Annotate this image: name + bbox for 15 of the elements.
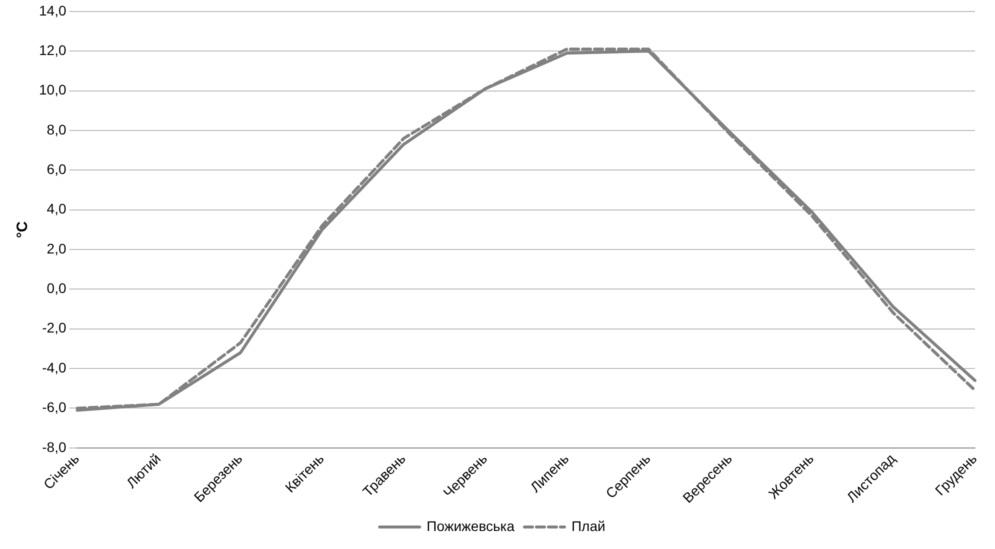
y-tick-label: -6,0 xyxy=(42,399,66,416)
y-tick-label: 4,0 xyxy=(46,200,66,217)
y-tick-label: -2,0 xyxy=(42,320,66,336)
y-tick-label: 0,0 xyxy=(46,280,66,296)
y-tick-label: 10,0 xyxy=(39,82,66,98)
y-tick-label: 2,0 xyxy=(46,240,66,256)
y-tick-label: -4,0 xyxy=(42,359,66,376)
y-tick-label: 6,0 xyxy=(46,160,66,177)
legend-label: Плай xyxy=(571,518,606,534)
y-tick-label: 14,0 xyxy=(39,2,66,18)
legend-label: Пожижевська xyxy=(426,518,515,534)
y-tick-label: -8,0 xyxy=(42,438,66,455)
y-tick-label: 8,0 xyxy=(46,121,66,138)
y-axis-title: °C xyxy=(14,221,32,238)
y-tick-label: 12,0 xyxy=(39,42,66,58)
